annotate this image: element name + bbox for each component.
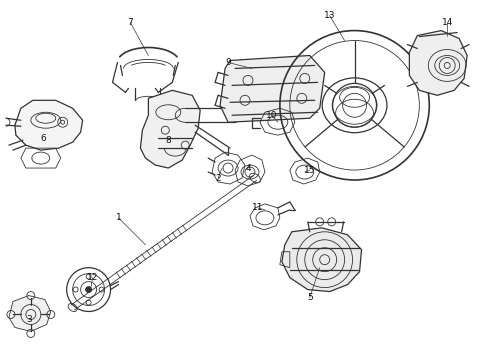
Text: 15: 15 [304, 166, 316, 175]
Text: 13: 13 [324, 11, 336, 20]
Text: 10: 10 [266, 111, 278, 120]
Text: 7: 7 [127, 18, 133, 27]
Polygon shape [282, 228, 362, 292]
Circle shape [86, 287, 92, 293]
Text: 14: 14 [441, 18, 453, 27]
Text: 1: 1 [116, 213, 122, 222]
Polygon shape [220, 55, 325, 122]
Text: 6: 6 [40, 134, 46, 143]
Polygon shape [409, 31, 467, 95]
Text: 5: 5 [307, 293, 313, 302]
Text: 8: 8 [166, 136, 171, 145]
Text: 3: 3 [26, 315, 32, 324]
Text: 9: 9 [225, 58, 231, 67]
Polygon shape [15, 100, 83, 150]
Text: 11: 11 [252, 203, 264, 212]
Polygon shape [9, 296, 51, 332]
Text: 4: 4 [245, 163, 251, 172]
Text: 2: 2 [215, 174, 221, 183]
Text: 12: 12 [87, 273, 98, 282]
Polygon shape [141, 90, 200, 168]
